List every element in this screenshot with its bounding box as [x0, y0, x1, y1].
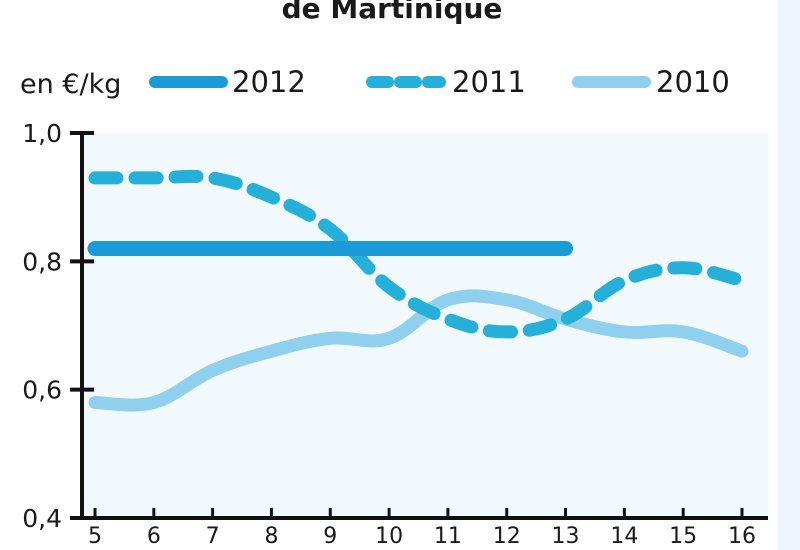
- legend-item-2010: 2010: [572, 65, 730, 99]
- series-layer: [87, 169, 749, 412]
- y-tick-label: 0,4: [22, 504, 62, 533]
- series-line-2011: [88, 169, 749, 339]
- x-tick-label: 15: [669, 524, 697, 549]
- unit-label: en €/kg: [20, 69, 121, 100]
- page-edge-strip: [778, 0, 800, 550]
- x-tick-label: 10: [375, 524, 403, 549]
- x-tick-label: 6: [147, 524, 161, 549]
- legend-label-2011: 2011: [452, 65, 526, 99]
- x-tick-label: 16: [728, 524, 756, 549]
- y-tick-label: 0,6: [22, 376, 62, 405]
- x-tick-label: 8: [264, 524, 278, 549]
- x-tick-label: 13: [552, 524, 580, 549]
- legend-label-2012: 2012: [232, 65, 306, 99]
- chart-title: de Martinique: [282, 0, 503, 25]
- legend-item-2012: 2012: [149, 65, 306, 99]
- axes-layer: 1,0 0,8 0,6 0,4 5 6 7 8 9 10 11 12 13 14 15 16: [22, 119, 768, 549]
- legend-label-2010: 2010: [656, 65, 730, 99]
- y-tick-label: 1,0: [22, 119, 62, 148]
- y-tick-label: 0,8: [22, 247, 62, 276]
- series-line-2010: [88, 289, 749, 412]
- x-tick-label: 5: [88, 524, 102, 549]
- x-tick-label: 12: [493, 524, 521, 549]
- legend: 2012 2011 2010: [149, 65, 730, 99]
- x-tick-label: 7: [206, 524, 220, 549]
- legend-item-2011: 2011: [366, 65, 526, 99]
- x-tick-label: 11: [434, 524, 462, 549]
- x-tick-label: 14: [610, 524, 638, 549]
- x-tick-label: 9: [323, 524, 337, 549]
